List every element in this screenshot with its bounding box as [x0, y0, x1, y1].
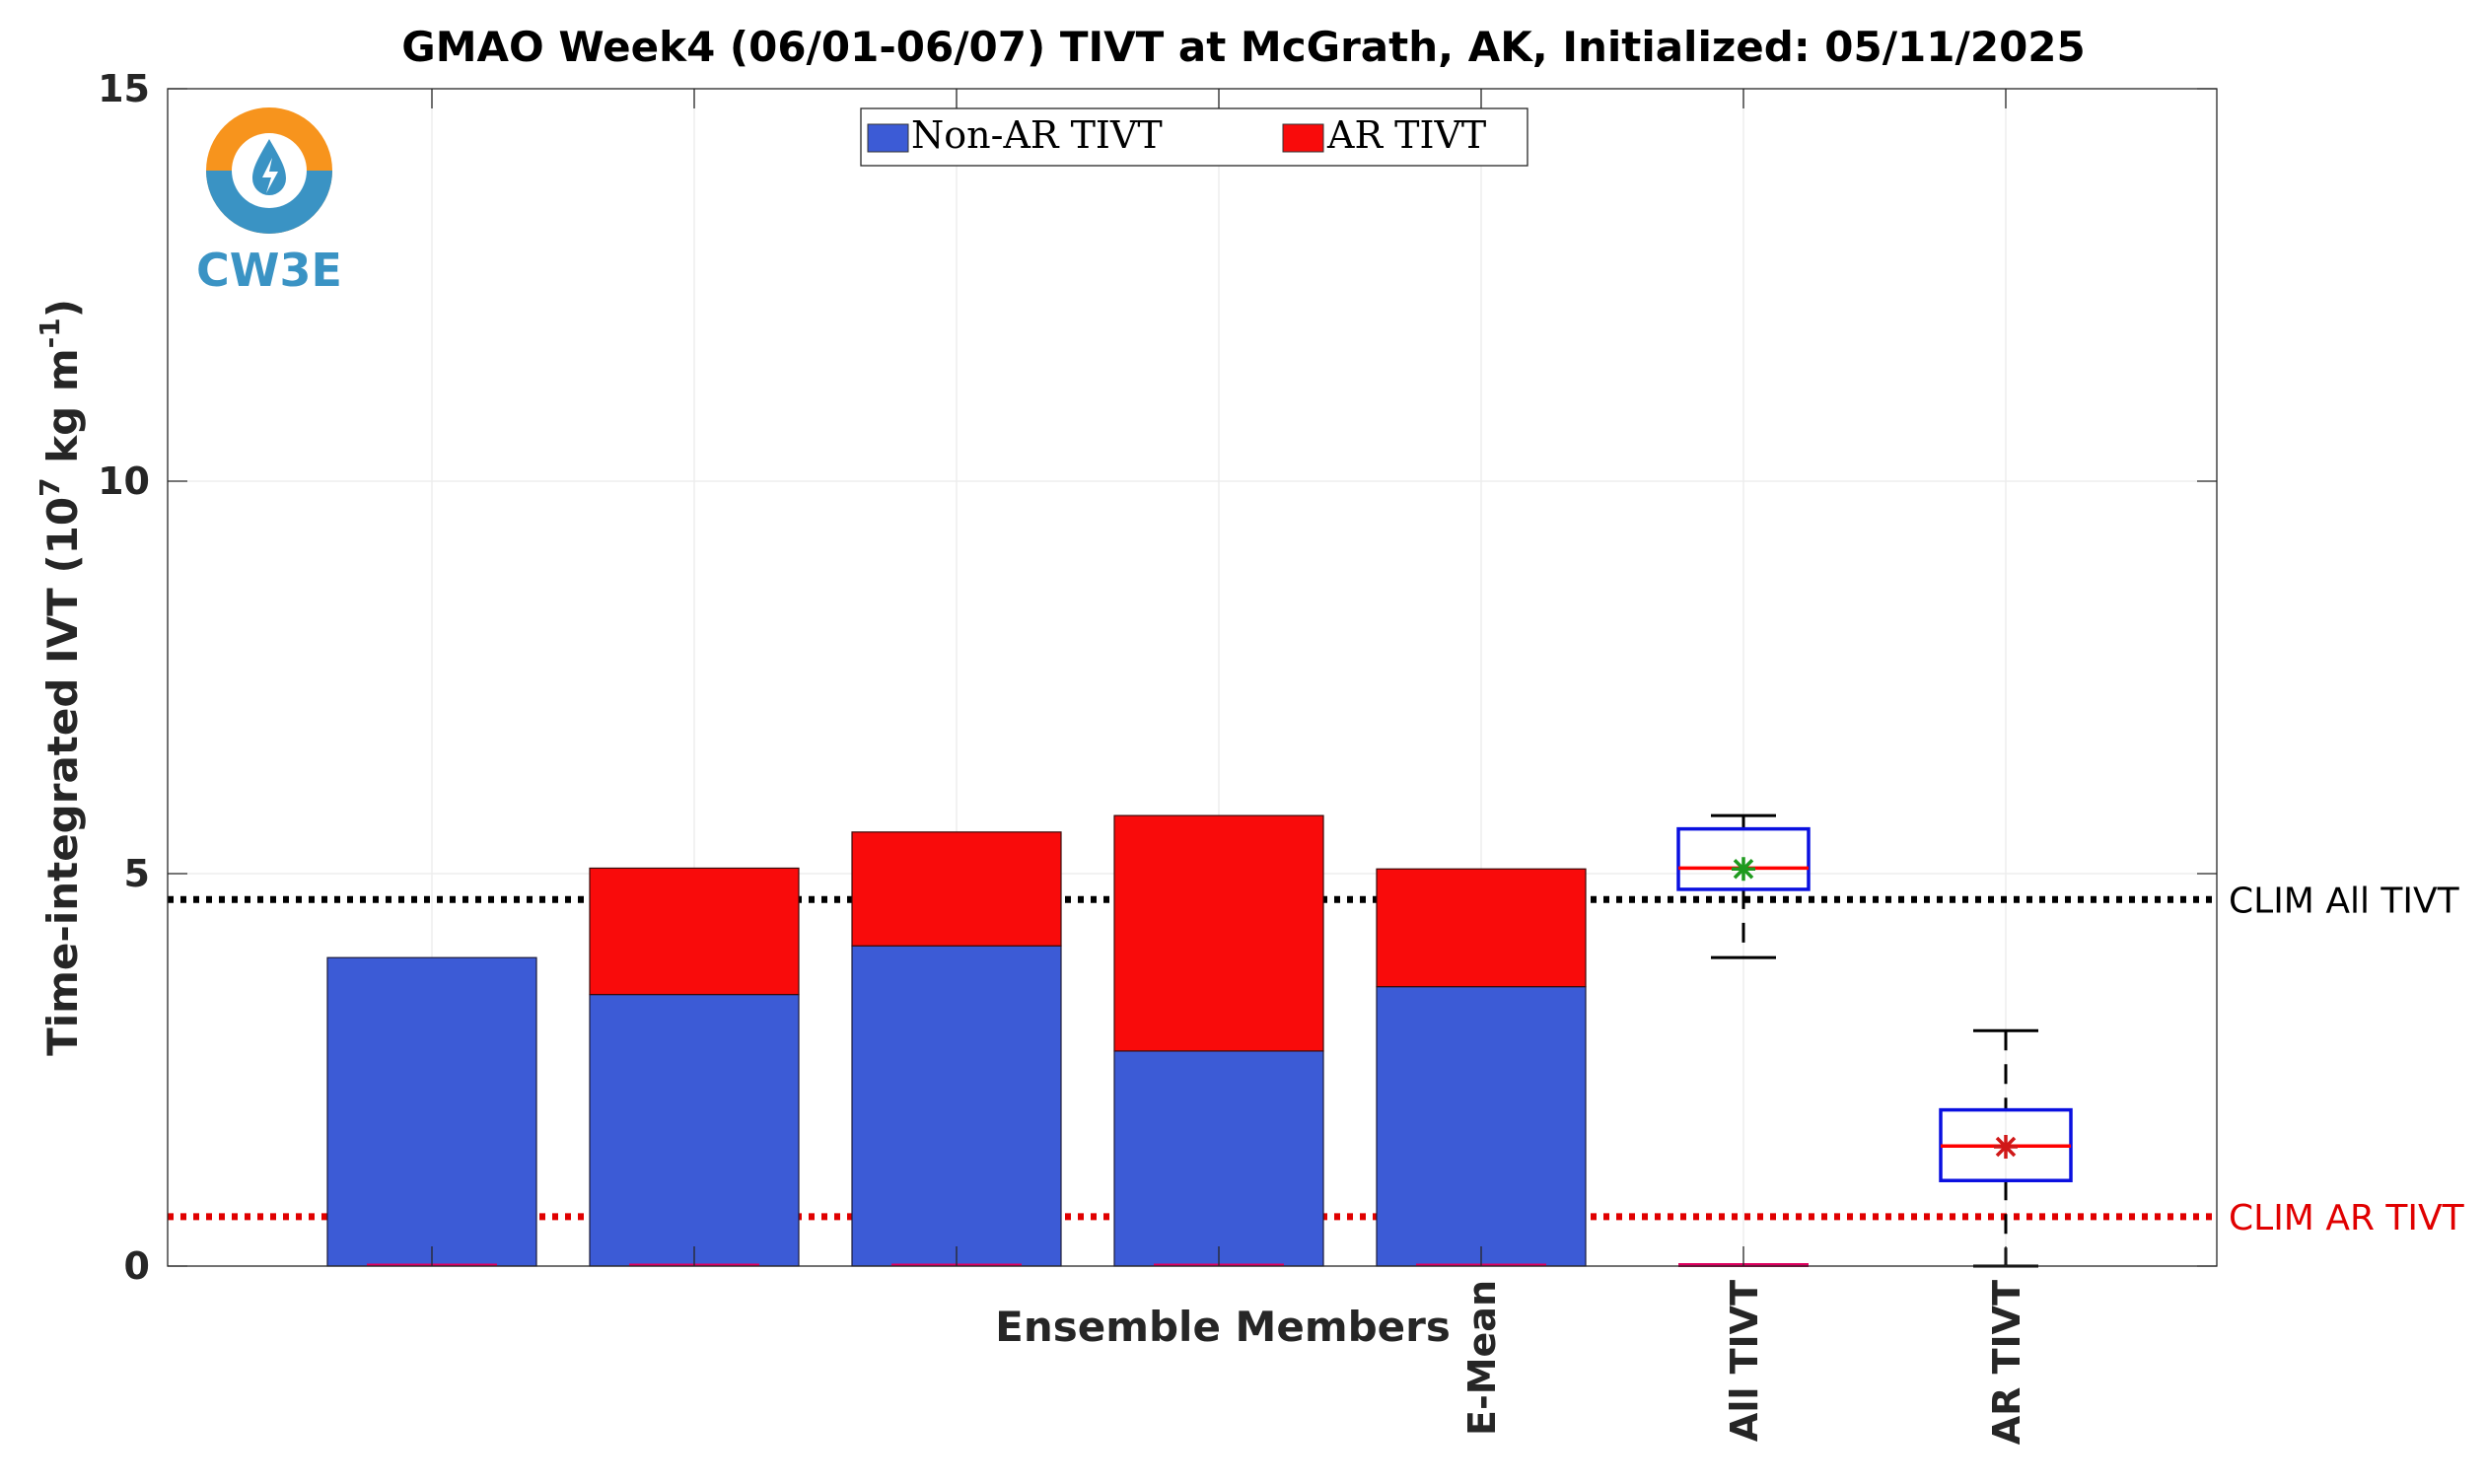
iqr-box [1676, 826, 1811, 891]
cw3e-logo: CW3E [196, 107, 342, 297]
legend-label-ar: AR TIVT [1326, 113, 1486, 157]
chart-title: GMAO Week4 (06/01-06/07) TIVT at McGrath… [401, 23, 2086, 71]
bar-ar [589, 867, 800, 996]
legend-label-non-ar: Non-AR TIVT [911, 113, 1163, 157]
x-tick-label: AR TIVT [1985, 1280, 2028, 1445]
boxplots [1676, 813, 2073, 1268]
x-axis-ticks: E-Mean All TIVT AR TIVT [431, 89, 2028, 1445]
bar-non-ar [851, 945, 1062, 1267]
bar-non-ar [326, 956, 537, 1267]
y-axis-label-exponent-2: -1 [34, 318, 66, 348]
y-axis-label-exponent-1: 7 [34, 477, 66, 496]
legend: Non-AR TIVT AR TIVT [860, 107, 1528, 167]
bar-ar [1113, 814, 1324, 1052]
bar-ar [1376, 868, 1587, 988]
boxplot-ar-tivt [1939, 1028, 2073, 1268]
bar-non-ar [1113, 1050, 1324, 1267]
x-tick-label: E-Mean [1460, 1280, 1504, 1436]
grid-lines [168, 89, 2217, 1266]
y-axis-label-part-1: Time-integrated IVT (10 [38, 497, 87, 1056]
legend-swatch-non-ar [867, 123, 909, 153]
logo-text: CW3E [196, 244, 342, 297]
y-axis-label: Time-integrated IVT (107 kg m-1) [34, 299, 87, 1056]
boxplot-all-tivt [1676, 813, 1811, 959]
legend-box [860, 107, 1528, 167]
y-tick-label: 15 [98, 67, 150, 110]
bar-non-ar [589, 993, 800, 1267]
mean-marker [1994, 1135, 2018, 1160]
reference-lines [168, 895, 2217, 1221]
plot-frame [167, 88, 2218, 1267]
reference-label-1: CLIM AR TIVT [2229, 1198, 2465, 1238]
y-tick-label: 0 [124, 1244, 150, 1288]
bar-ar [851, 831, 1062, 947]
x-axis-label: Ensemble Members [995, 1303, 1451, 1351]
x-tick-label: All TIVT [1723, 1280, 1766, 1442]
mean-marker-stroke [1733, 858, 1754, 880]
legend-swatch-ar [1282, 123, 1324, 153]
logo-bolt-icon [262, 158, 278, 193]
reference-label-0: CLIM All TIVT [2229, 881, 2460, 921]
y-axis-ticks: 0 5 10 15 [98, 67, 2217, 1288]
mean-marker [1732, 857, 1755, 882]
reference-labels: CLIM All TIVT CLIM AR TIVT [2229, 881, 2465, 1238]
y-axis-label-part-2: kg m [38, 348, 87, 477]
bars [326, 814, 1809, 1267]
y-tick-label: 10 [98, 459, 150, 503]
bar-non-ar [1376, 986, 1587, 1267]
y-axis-label-part-3: ) [38, 299, 87, 318]
mean-marker-stroke [1995, 1136, 2017, 1158]
y-tick-label: 5 [124, 852, 150, 895]
